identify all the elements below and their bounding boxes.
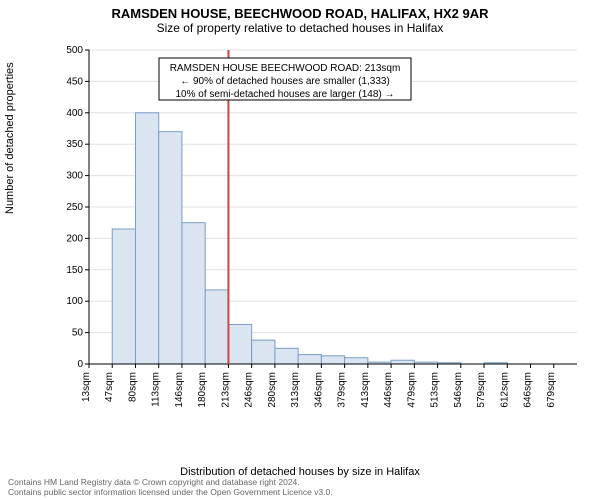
svg-text:146sqm: 146sqm — [174, 372, 185, 408]
svg-text:646sqm: 646sqm — [523, 372, 534, 408]
svg-text:213sqm: 213sqm — [220, 372, 231, 408]
svg-text:612sqm: 612sqm — [499, 372, 510, 408]
svg-text:80sqm: 80sqm — [127, 372, 138, 402]
svg-text:246sqm: 246sqm — [244, 372, 255, 408]
footer-line-2: Contains public sector information licen… — [8, 488, 333, 498]
svg-text:13sqm: 13sqm — [81, 372, 92, 402]
histogram-bar — [321, 356, 344, 364]
svg-text:50: 50 — [72, 328, 84, 339]
histogram-bar — [275, 348, 298, 364]
svg-text:100: 100 — [66, 296, 83, 307]
chart-container: RAMSDEN HOUSE, BEECHWOOD ROAD, HALIFAX, … — [0, 0, 600, 500]
svg-text:150: 150 — [66, 265, 83, 276]
footer-attribution: Contains HM Land Registry data © Crown c… — [8, 478, 333, 498]
x-axis-label: Distribution of detached houses by size … — [0, 466, 600, 478]
histogram-bar — [112, 229, 135, 364]
histogram-bar — [391, 360, 414, 364]
svg-text:346sqm: 346sqm — [313, 372, 324, 408]
histogram-bar — [182, 223, 205, 364]
histogram-bar — [135, 113, 158, 364]
plot-area: 05010015020025030035040045050013sqm47sqm… — [55, 44, 583, 384]
svg-text:10% of semi-detached houses ar: 10% of semi-detached houses are larger (… — [175, 89, 394, 100]
histogram-bar — [298, 355, 321, 364]
svg-text:400: 400 — [66, 108, 83, 119]
y-axis-label: Number of detached properties — [4, 62, 16, 214]
histogram-bar — [252, 340, 275, 364]
svg-text:RAMSDEN HOUSE BEECHWOOD ROAD:: RAMSDEN HOUSE BEECHWOOD ROAD: 213sqm — [170, 63, 401, 74]
svg-text:679sqm: 679sqm — [546, 372, 557, 408]
svg-text:479sqm: 479sqm — [406, 372, 417, 408]
svg-text:300: 300 — [66, 171, 83, 182]
svg-text:500: 500 — [66, 45, 83, 56]
svg-text:← 90% of detached houses are s: ← 90% of detached houses are smaller (1,… — [180, 76, 390, 87]
chart-subtitle: Size of property relative to detached ho… — [0, 21, 600, 37]
svg-text:0: 0 — [77, 359, 83, 370]
chart-title: RAMSDEN HOUSE, BEECHWOOD ROAD, HALIFAX, … — [0, 0, 600, 21]
svg-text:280sqm: 280sqm — [267, 372, 278, 408]
svg-text:546sqm: 546sqm — [453, 372, 464, 408]
histogram-bar — [205, 290, 228, 364]
histogram-bar — [228, 324, 251, 364]
svg-text:379sqm: 379sqm — [337, 372, 348, 408]
svg-text:579sqm: 579sqm — [476, 372, 487, 408]
svg-text:350: 350 — [66, 139, 83, 150]
svg-text:47sqm: 47sqm — [104, 372, 115, 402]
histogram-svg: 0 50 100 150 200 250 300 350 400 450 500 13sqm 47sqm… — [55, 44, 583, 424]
svg-text:250: 250 — [66, 202, 83, 213]
annotation-box: RAMSDEN HOUSE BEECHWOOD ROAD: 213sqm ← 90… — [159, 58, 411, 100]
svg-text:313sqm: 313sqm — [290, 372, 301, 408]
svg-text:446sqm: 446sqm — [383, 372, 394, 408]
svg-text:450: 450 — [66, 76, 83, 87]
svg-text:180sqm: 180sqm — [197, 372, 208, 408]
histogram-bar — [345, 358, 368, 364]
svg-text:513sqm: 513sqm — [430, 372, 441, 408]
svg-text:413sqm: 413sqm — [360, 372, 371, 408]
svg-text:200: 200 — [66, 233, 83, 244]
histogram-bar — [159, 132, 182, 364]
svg-text:113sqm: 113sqm — [151, 372, 162, 407]
